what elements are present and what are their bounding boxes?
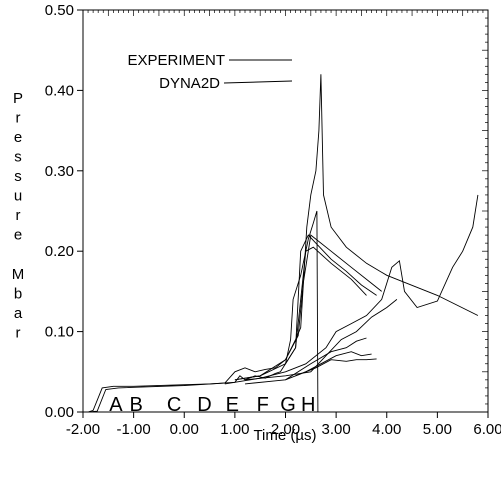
gauge-marker-h: H — [301, 394, 315, 416]
x-tick-label: -1.00 — [117, 421, 151, 438]
series-line-1 — [87, 210, 319, 413]
minor-ticks — [82, 9, 489, 413]
series-line-4 — [234, 234, 382, 381]
x-tick-label: 4.00 — [372, 421, 401, 438]
x-tick-label: -2.00 — [66, 421, 100, 438]
y-axis-label-letter: a — [14, 305, 23, 322]
series-line-10 — [295, 358, 377, 377]
legend: EXPERIMENT DYNA2D — [127, 52, 293, 92]
series-layer — [87, 74, 479, 413]
x-axis-label: Time (µs) — [253, 427, 316, 444]
y-axis-label-letter: b — [14, 286, 22, 303]
y-axis-label-letter: s — [14, 168, 22, 185]
series-line-3 — [234, 234, 377, 381]
y-tick-label: 0.00 — [45, 404, 74, 421]
y-tick-label: 0.10 — [45, 324, 74, 341]
x-tick-label: 5.00 — [423, 421, 452, 438]
y-tick-label: 0.20 — [45, 243, 74, 260]
y-axis-label-letter: u — [14, 188, 22, 205]
series-line-5 — [285, 246, 367, 365]
y-axis-ticks: 0.00 0.10 0.20 0.30 0.40 0.50 — [45, 2, 83, 421]
x-tick-label: 1.00 — [220, 421, 249, 438]
series-line-6 — [224, 194, 479, 385]
x-tick-label: 6.00 — [473, 421, 501, 438]
gauge-marker-g: G — [280, 394, 296, 416]
gauge-marker-d: D — [197, 394, 211, 416]
x-axis-ticks: -2.00 -1.00 0.00 1.00 2.00 3.00 4.00 5.00 6.00 — [66, 412, 501, 438]
y-tick-label: 0.40 — [45, 82, 74, 99]
gauge-marker-c: C — [167, 394, 181, 416]
x-tick-label: 0.00 — [170, 421, 199, 438]
y-axis-label-letter: r — [16, 325, 21, 342]
legend-label-experiment: EXPERIMENT — [127, 52, 225, 69]
plot-frame — [82, 9, 489, 413]
series-line-9 — [285, 351, 372, 381]
y-axis-label-letter: e — [14, 227, 22, 244]
x-tick-label: 3.00 — [322, 421, 351, 438]
gauge-marker-f: F — [257, 394, 269, 416]
gauge-marker-e: E — [226, 394, 239, 416]
legend-line-dyna2d — [223, 80, 293, 84]
x-tick-label: 2.00 — [271, 421, 300, 438]
legend-label-dyna2d: DYNA2D — [159, 75, 220, 92]
y-axis-label-letter: r — [16, 110, 21, 127]
y-axis-label-letter: M — [12, 266, 25, 283]
series-line-7 — [244, 299, 398, 381]
gauge-marker-b: B — [129, 394, 142, 416]
y-axis-label-letter: r — [16, 207, 21, 224]
y-axis-label-letter: s — [14, 149, 22, 166]
y-axis-label-letter: P — [13, 90, 23, 107]
y-tick-label: 0.50 — [45, 2, 74, 19]
gauge-marker-a: A — [109, 394, 123, 416]
y-tick-label: 0.30 — [45, 163, 74, 180]
y-axis-label-letter: e — [14, 129, 22, 146]
